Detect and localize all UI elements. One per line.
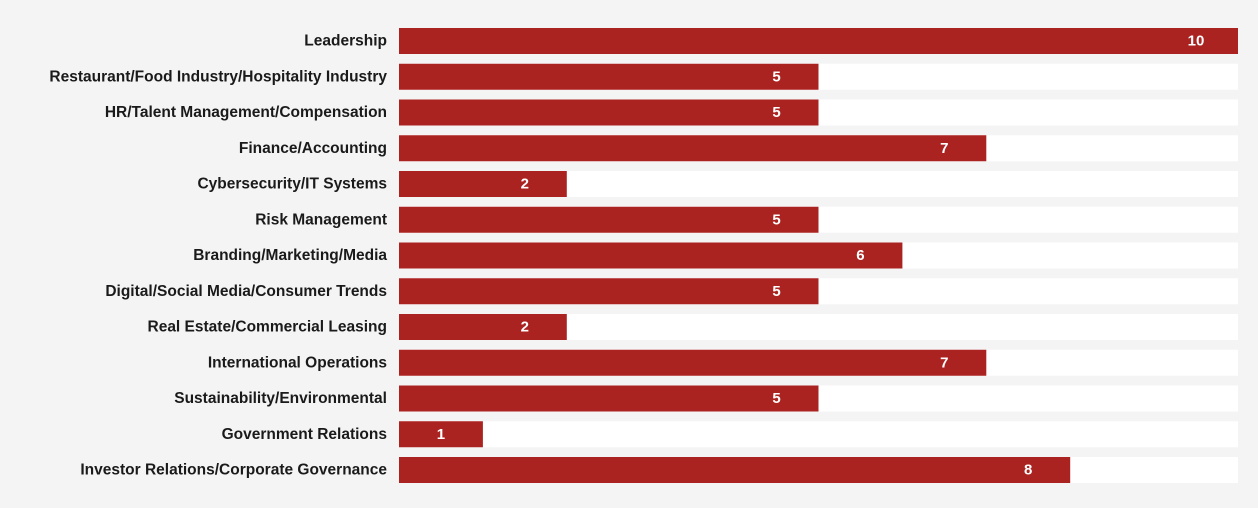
value-label: 5 xyxy=(772,283,780,300)
category-label: Risk Management xyxy=(255,211,387,228)
bar-row: Finance/Accounting 7 xyxy=(239,135,1238,162)
bar-row: Leadership 10 xyxy=(304,28,1238,54)
category-label: Government Relations xyxy=(222,426,387,443)
category-label: Finance/Accounting xyxy=(239,140,387,157)
category-label: Leadership xyxy=(304,33,387,50)
bar xyxy=(399,278,819,305)
bar xyxy=(399,349,987,376)
category-label: Branding/Marketing/Media xyxy=(193,247,387,264)
value-label: 5 xyxy=(772,390,780,407)
value-label: 1 xyxy=(437,426,445,443)
bar xyxy=(399,135,987,162)
bar-row: Government Relations 1 xyxy=(222,421,1238,448)
value-label: 2 xyxy=(521,176,529,193)
value-label: 10 xyxy=(1188,33,1205,50)
value-label: 5 xyxy=(772,211,780,228)
category-label: Sustainability/Environmental xyxy=(174,390,387,407)
bar xyxy=(399,171,567,197)
bar-row: Real Estate/Commercial Leasing 2 xyxy=(148,314,1238,340)
value-label: 7 xyxy=(940,354,948,371)
bar xyxy=(399,421,483,448)
category-label: International Operations xyxy=(208,354,387,371)
bar-row: Restaurant/Food Industry/Hospitality Ind… xyxy=(49,63,1238,90)
category-label: Digital/Social Media/Consumer Trends xyxy=(105,283,387,300)
bar-row: HR/Talent Management/Compensation 5 xyxy=(105,99,1238,126)
category-label: Investor Relations/Corporate Governance xyxy=(80,462,387,479)
bar-row: Branding/Marketing/Media 6 xyxy=(193,242,1238,269)
bar xyxy=(399,206,819,233)
bar xyxy=(399,28,1238,54)
bar xyxy=(399,99,819,126)
bar-row: International Operations 7 xyxy=(208,349,1238,376)
bar xyxy=(399,385,819,412)
bar-track xyxy=(399,421,1238,448)
bar-row: Risk Management 5 xyxy=(255,206,1238,233)
bar xyxy=(399,242,903,269)
bar xyxy=(399,63,819,90)
value-label: 7 xyxy=(940,140,948,157)
bar xyxy=(399,314,567,340)
value-label: 2 xyxy=(521,319,529,336)
bar-row: Cybersecurity/IT Systems 2 xyxy=(197,171,1238,197)
bar-row: Digital/Social Media/Consumer Trends 5 xyxy=(105,278,1238,305)
value-label: 5 xyxy=(772,68,780,85)
value-label: 6 xyxy=(856,247,864,264)
bar xyxy=(399,457,1071,483)
category-label: Restaurant/Food Industry/Hospitality Ind… xyxy=(49,68,387,85)
bar-row: Sustainability/Environmental 5 xyxy=(174,385,1238,412)
value-label: 5 xyxy=(772,104,780,121)
category-label: Real Estate/Commercial Leasing xyxy=(148,319,388,336)
category-label: Cybersecurity/IT Systems xyxy=(197,176,387,193)
category-label: HR/Talent Management/Compensation xyxy=(105,104,387,121)
bar-row: Investor Relations/Corporate Governance 8 xyxy=(80,457,1238,483)
value-label: 8 xyxy=(1024,462,1032,479)
